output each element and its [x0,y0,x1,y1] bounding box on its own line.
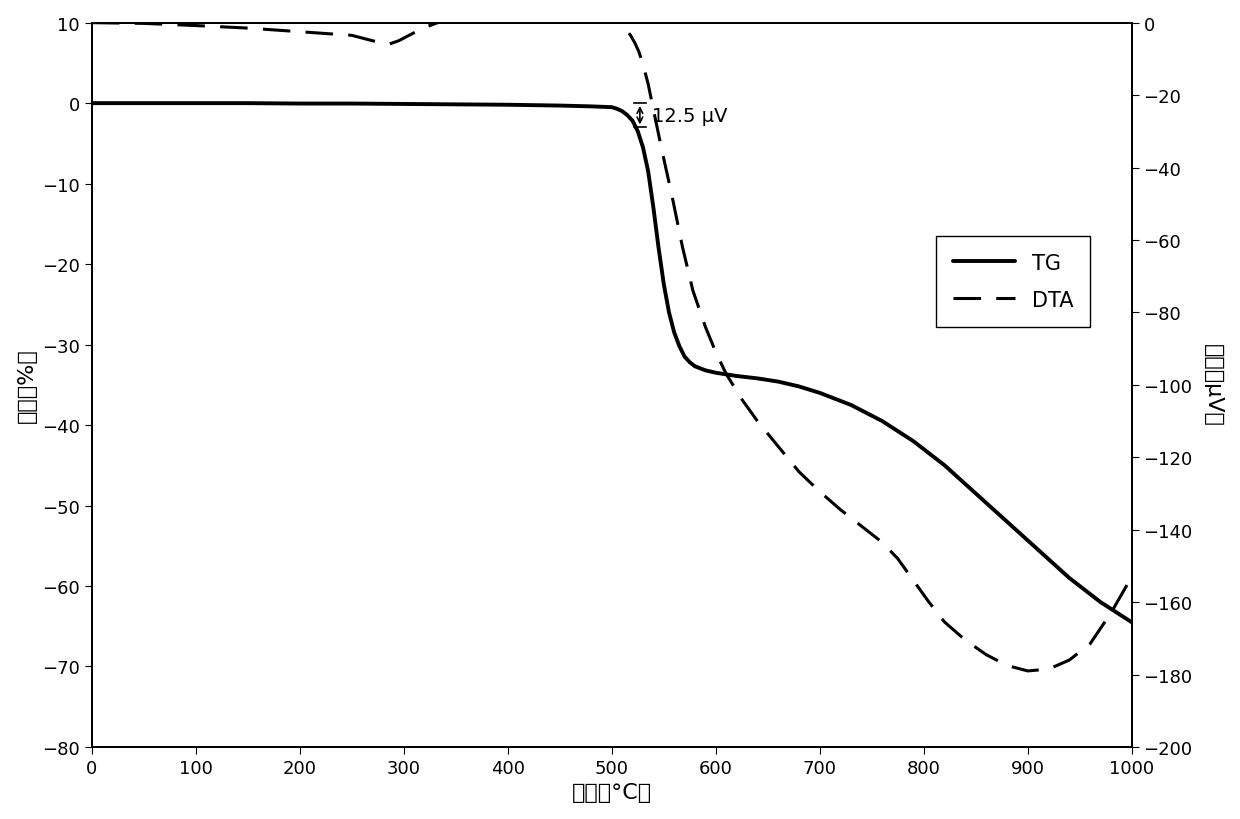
Line: DTA: DTA [92,0,1132,671]
X-axis label: 温度（°C）: 温度（°C） [572,782,652,803]
TG [656,280,671,290]
TG [584,102,599,112]
TG [620,111,635,121]
TG [937,461,952,471]
TG [241,99,255,109]
TG [677,352,692,362]
TG [604,103,619,113]
TG [646,204,661,214]
DTA [708,348,723,358]
TG [615,107,630,117]
TG [1030,545,1045,555]
Line: TG: TG [92,104,1132,622]
TG [610,105,625,115]
TG [843,400,858,410]
TG [771,378,786,387]
TG [1125,618,1140,627]
TG [630,127,645,137]
TG [397,100,412,110]
TG [812,388,827,398]
Y-axis label: 重量（%）: 重量（%） [16,348,37,423]
TG [449,100,464,110]
TG [651,244,666,254]
DTA [641,80,656,90]
TG [708,369,723,378]
TG [636,143,651,153]
TG [136,99,151,109]
TG [750,374,765,384]
DTA [438,16,453,25]
DTA [84,19,99,29]
TG [672,342,687,351]
TG [687,362,702,372]
TG [293,99,308,109]
TG [1094,598,1109,608]
TG [552,102,567,111]
DTA [1125,572,1140,582]
TG [729,372,744,382]
DTA [345,31,360,41]
TG [698,366,713,376]
DTA [978,650,993,660]
TG [791,382,806,391]
TG [874,417,889,427]
TG [84,99,99,109]
TG [501,101,516,111]
TG [641,167,656,177]
Y-axis label: 熱量（μV）: 熱量（μV） [1203,344,1224,427]
Legend: TG, DTA: TG, DTA [936,237,1090,328]
TG [667,328,682,338]
TG [682,358,697,368]
TG [719,370,734,380]
TG [662,308,677,318]
TG [188,99,203,109]
Text: 12.5 μV: 12.5 μV [652,106,728,125]
TG [1061,573,1076,583]
TG [999,517,1014,527]
TG [968,489,983,499]
DTA [1021,666,1035,676]
TG [906,437,921,446]
TG [625,117,640,127]
TG [345,99,360,109]
